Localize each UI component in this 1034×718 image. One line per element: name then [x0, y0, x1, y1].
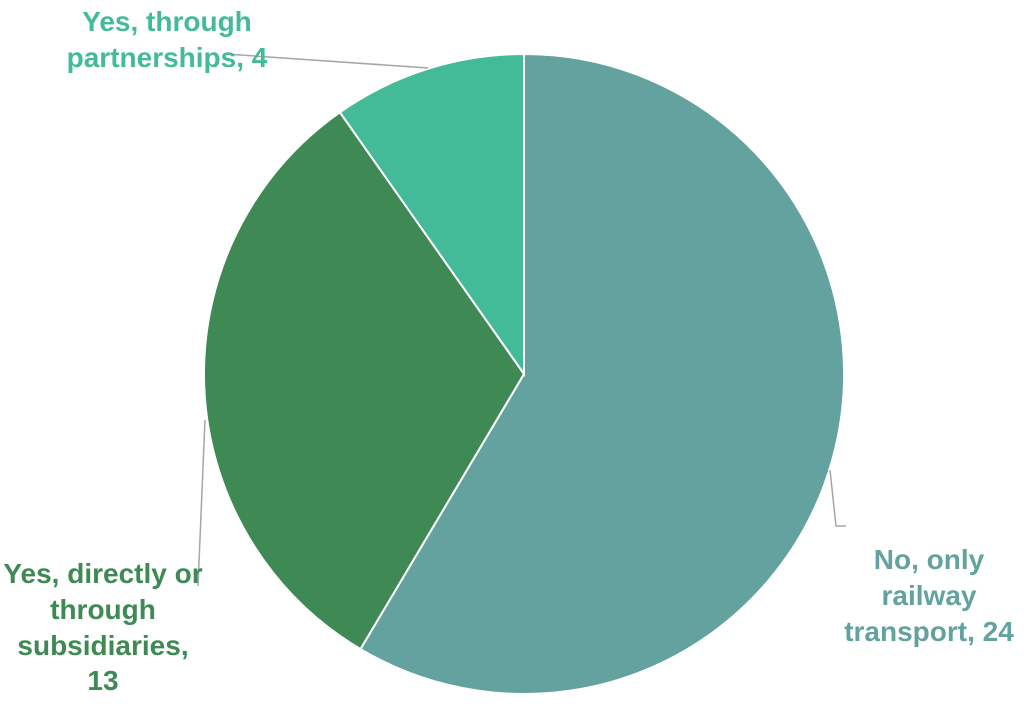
leader-line-no-only-railway: [829, 469, 846, 527]
slice-no-only-railway: [359, 52, 845, 695]
slice-yes-partnerships: [338, 52, 525, 378]
data-label-no-only-railway: No, only railway transport, 24: [844, 544, 1014, 647]
leader-line-yes-partnerships: [225, 53, 429, 69]
leader-line-yes-directly: [197, 419, 206, 587]
slice-yes-directly: [203, 110, 526, 651]
data-label-yes-directly: Yes, directly or through subsidiaries, 1…: [3, 558, 203, 697]
data-label-yes-partnerships: Yes, through partnerships, 4: [66, 6, 268, 73]
